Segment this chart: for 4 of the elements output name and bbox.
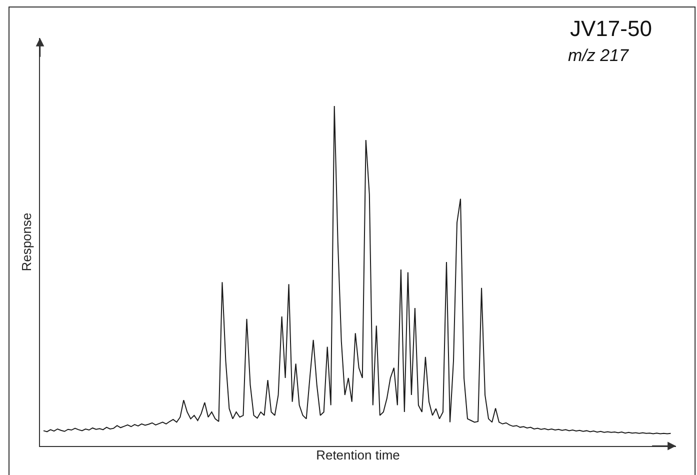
y-axis-title: Response: [18, 212, 34, 272]
chart-subtitle: m/z 217: [568, 46, 630, 65]
chart-title: JV17-50: [570, 16, 652, 41]
x-axis-title: Retention time: [316, 448, 400, 463]
